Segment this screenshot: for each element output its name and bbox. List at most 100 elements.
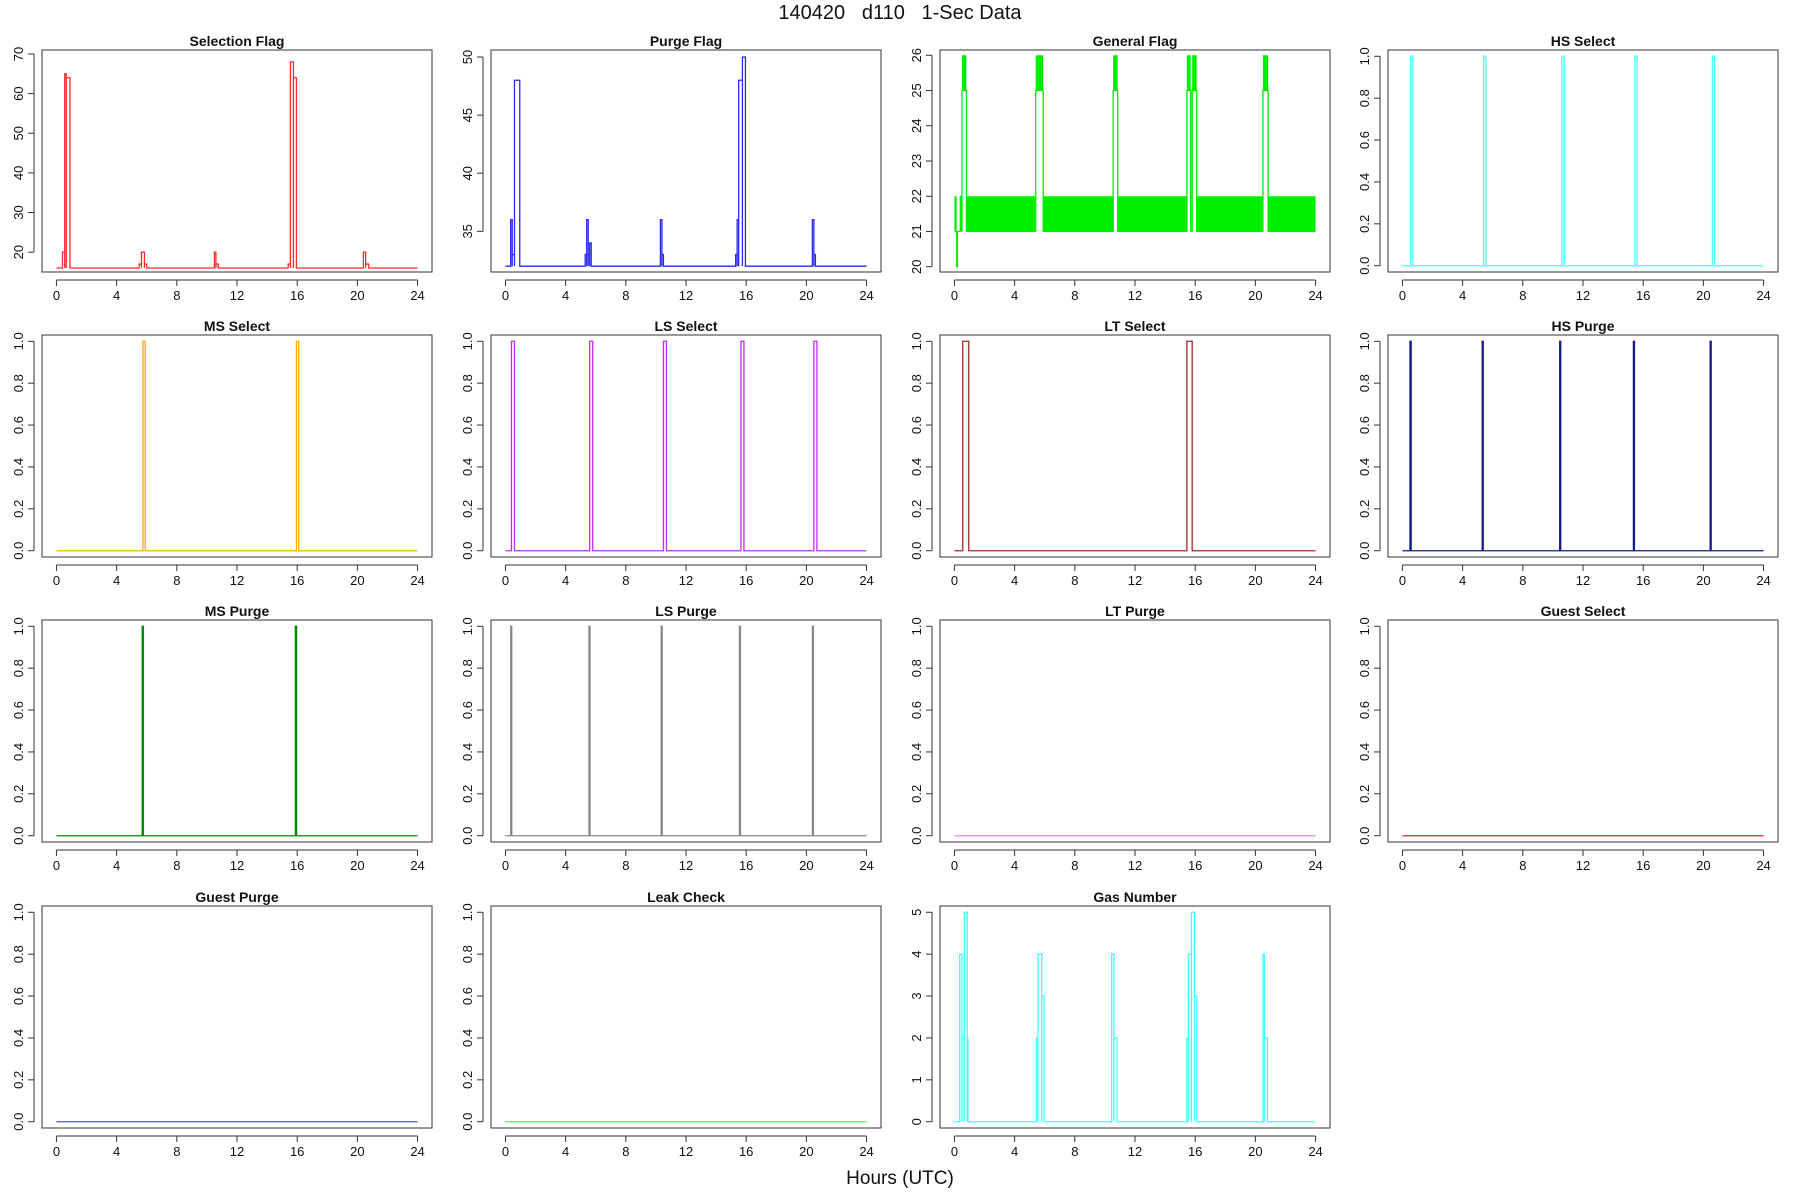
y-tick-label: 0.2 xyxy=(1357,785,1372,803)
x-tick-label: 4 xyxy=(562,288,569,303)
fill-band xyxy=(1117,196,1187,232)
x-tick-label: 24 xyxy=(410,573,424,588)
x-tick-label: 24 xyxy=(1756,573,1770,588)
x-tick-label: 16 xyxy=(290,858,304,873)
y-tick-label: 45 xyxy=(460,108,475,122)
panel-title: Gas Number xyxy=(1093,889,1177,905)
y-tick-label: 0.6 xyxy=(909,701,924,719)
y-tick-label: 0.0 xyxy=(909,542,924,560)
y-tick-label: 0.6 xyxy=(11,987,26,1005)
x-tick-label: 16 xyxy=(1636,573,1650,588)
x-tick-label: 4 xyxy=(1011,288,1018,303)
x-tick-label: 0 xyxy=(1399,858,1406,873)
x-tick-label: 0 xyxy=(951,288,958,303)
y-tick-label: 0.0 xyxy=(1357,827,1372,845)
series-line xyxy=(954,911,1316,1123)
y-tick-label: 1.0 xyxy=(909,617,924,635)
x-tick-label: 16 xyxy=(290,573,304,588)
plot-frame xyxy=(490,619,882,843)
x-tick-label: 20 xyxy=(350,858,364,873)
x-tick-label: 0 xyxy=(53,858,60,873)
x-tick-label: 24 xyxy=(410,288,424,303)
figure-title: 140420 d110 1-Sec Data xyxy=(778,2,1022,24)
panel-title: Selection Flag xyxy=(190,33,285,49)
y-tick-label: 0.8 xyxy=(11,374,26,392)
x-tick-label: 20 xyxy=(799,1144,813,1159)
y-tick-label: 0.8 xyxy=(909,374,924,392)
x-tick-label: 8 xyxy=(622,288,629,303)
y-tick-label: 5 xyxy=(909,909,924,916)
x-tick-label: 24 xyxy=(1308,858,1322,873)
y-tick-label: 1.0 xyxy=(460,617,475,635)
x-tick-label: 8 xyxy=(1071,1144,1078,1159)
x-tick-label: 0 xyxy=(951,858,958,873)
y-tick-label: 0.2 xyxy=(1357,215,1372,233)
y-tick-label: 0.6 xyxy=(460,416,475,434)
x-tick-label: 12 xyxy=(679,1144,693,1159)
x-tick-label: 4 xyxy=(562,858,569,873)
x-tick-label: 0 xyxy=(502,1144,509,1159)
y-tick-label: 20 xyxy=(11,245,26,259)
x-tick-label: 12 xyxy=(679,573,693,588)
x-tick-label: 8 xyxy=(1071,288,1078,303)
panel: LS Purge 0 4 8 12 16 20 24 0.0 0.2 0.4 0.6 0.8 1.0 xyxy=(460,603,882,873)
y-tick-label: 0.0 xyxy=(11,1113,26,1131)
x-tick-label: 8 xyxy=(622,858,629,873)
y-tick-label: 0.4 xyxy=(11,1029,26,1047)
y-tick-label: 1 xyxy=(909,1076,924,1083)
y-tick-label: 0.8 xyxy=(460,659,475,677)
x-tick-label: 20 xyxy=(1248,573,1262,588)
x-tick-label: 16 xyxy=(739,1144,753,1159)
plot-frame xyxy=(490,49,882,273)
fill-band xyxy=(1196,196,1263,232)
y-tick-label: 0.8 xyxy=(909,659,924,677)
panel: HS Purge 0 4 8 12 16 20 24 0.0 0.2 0.4 0.6 0.8 1.0 xyxy=(1357,318,1779,588)
y-tick-label: 0.2 xyxy=(909,785,924,803)
panel: LS Select 0 4 8 12 16 20 24 0.0 0.2 0.4 0.6 0.8 1.0 xyxy=(460,318,882,588)
panel: Leak Check 0 4 8 12 16 20 24 0.0 0.2 0.4 0.6 0.8 1.0 xyxy=(460,889,882,1159)
y-tick-label: 0.0 xyxy=(460,827,475,845)
x-tick-label: 4 xyxy=(113,1144,120,1159)
x-tick-label: 20 xyxy=(799,573,813,588)
y-tick-label: 25 xyxy=(909,83,924,97)
y-tick-label: 0.0 xyxy=(11,542,26,560)
y-tick-label: 0.8 xyxy=(460,374,475,392)
series-line xyxy=(954,340,1316,552)
plot-frame xyxy=(490,334,882,558)
y-tick-label: 1.0 xyxy=(11,332,26,350)
panel-title: LT Purge xyxy=(1105,603,1165,619)
y-tick-label: 0.2 xyxy=(460,1071,475,1089)
x-tick-label: 16 xyxy=(1188,288,1202,303)
x-tick-label: 8 xyxy=(1519,288,1526,303)
y-tick-label: 23 xyxy=(909,154,924,168)
x-tick-label: 8 xyxy=(173,288,180,303)
x-tick-label: 8 xyxy=(1519,858,1526,873)
fill-band xyxy=(966,196,1036,232)
y-tick-label: 0.6 xyxy=(11,416,26,434)
x-tick-label: 20 xyxy=(1248,288,1262,303)
x-tick-label: 24 xyxy=(1308,1144,1322,1159)
x-tick-label: 20 xyxy=(799,288,813,303)
panel: Purge Flag 0 4 8 12 16 20 24 35 40 45 50 xyxy=(460,33,882,303)
x-tick-label: 4 xyxy=(113,573,120,588)
y-tick-label: 0.6 xyxy=(11,701,26,719)
y-tick-label: 1.0 xyxy=(460,903,475,921)
x-tick-label: 24 xyxy=(859,858,873,873)
x-tick-label: 8 xyxy=(1071,573,1078,588)
x-tick-label: 4 xyxy=(1459,858,1466,873)
y-tick-label: 30 xyxy=(11,205,26,219)
y-tick-label: 0.8 xyxy=(11,945,26,963)
x-tick-label: 0 xyxy=(53,288,60,303)
y-tick-label: 1.0 xyxy=(460,332,475,350)
x-tick-label: 4 xyxy=(113,288,120,303)
y-tick-label: 0.4 xyxy=(460,743,475,761)
y-tick-label: 0.4 xyxy=(11,743,26,761)
y-tick-label: 2 xyxy=(909,1034,924,1041)
plot-frame xyxy=(1387,619,1779,843)
x-tick-label: 12 xyxy=(230,288,244,303)
y-tick-label: 0.4 xyxy=(909,743,924,761)
x-tick-label: 12 xyxy=(230,1144,244,1159)
x-tick-label: 4 xyxy=(562,1144,569,1159)
x-tick-label: 4 xyxy=(562,573,569,588)
